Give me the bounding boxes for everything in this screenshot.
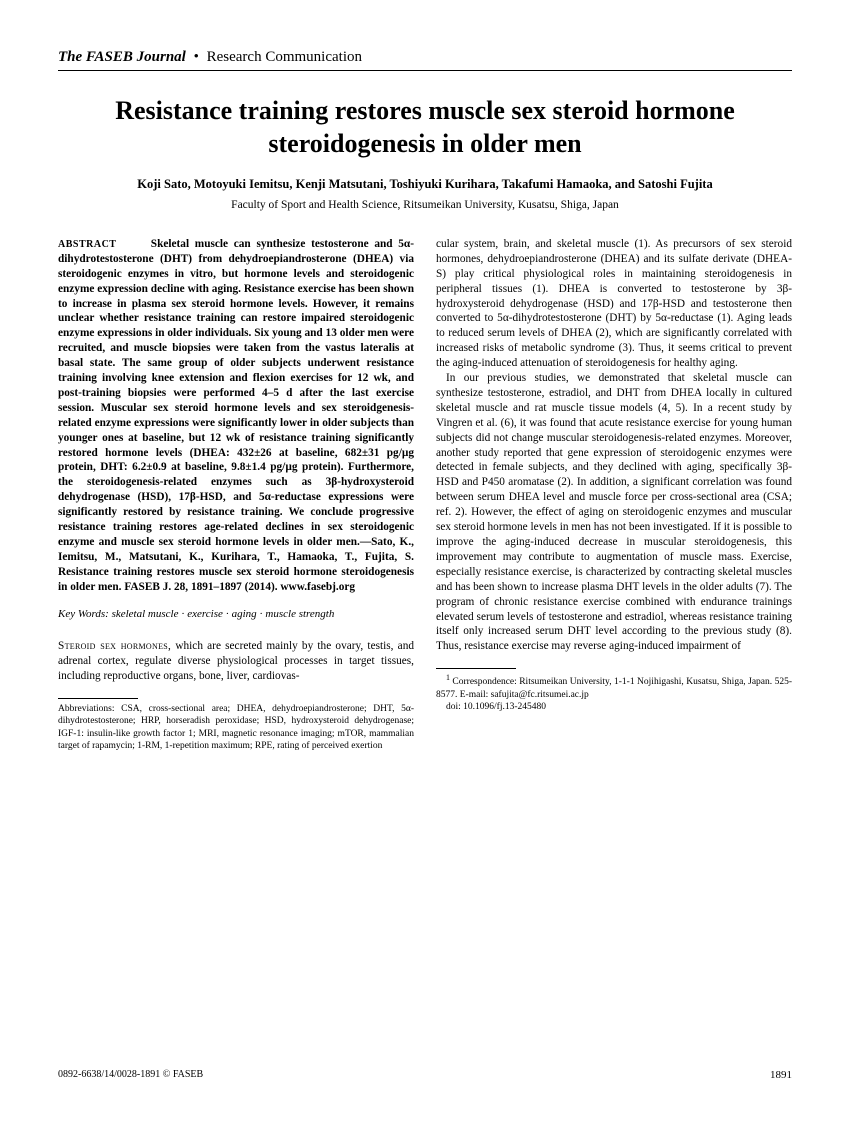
intro-lead: Steroid sex hormones, (58, 640, 171, 652)
abstract: ABSTRACT Skeletal muscle can synthesize … (58, 237, 414, 595)
journal-name: The FASEB Journal (58, 49, 186, 65)
footnote-separator (58, 698, 138, 699)
keyword-3: muscle strength (265, 608, 334, 620)
keywords: Key Words: skeletal muscle·exercise·agin… (58, 607, 414, 622)
col2-p1: cular system, brain, and skeletal muscle… (436, 237, 792, 371)
keyword-1: exercise (187, 608, 223, 620)
header-bar: The FASEB Journal • Research Communicati… (58, 48, 792, 71)
page-number: 1891 (770, 1069, 792, 1081)
body-columns: ABSTRACT Skeletal muscle can synthesize … (58, 237, 792, 752)
doi: doi: 10.1096/fj.13-245480 (436, 701, 792, 713)
footer-left: 0892-6638/14/0028-1891 © FASEB (58, 1069, 203, 1081)
header-section: Research Communication (207, 49, 362, 65)
intro-paragraph: Steroid sex hormones, which are secreted… (58, 639, 414, 684)
abbreviations: Abbreviations: CSA, cross-sectional area… (58, 703, 414, 752)
page-footer: 0892-6638/14/0028-1891 © FASEB 1891 (58, 1069, 792, 1081)
correspondence: 1 Correspondence: Ritsumeikan University… (436, 673, 792, 713)
keyword-2: aging (232, 608, 257, 620)
keyword-0: skeletal muscle (112, 608, 179, 620)
keywords-label: Key Words: (58, 608, 109, 620)
correspondence-block: 1 Correspondence: Ritsumeikan University… (436, 668, 792, 713)
abbrev-block: Abbreviations: CSA, cross-sectional area… (58, 698, 414, 752)
col2-p2: In our previous studies, we demonstrated… (436, 371, 792, 654)
header-separator: • (194, 49, 199, 65)
abstract-body: Skeletal muscle can synthesize testoster… (58, 238, 414, 593)
affiliation: Faculty of Sport and Health Science, Rit… (58, 199, 792, 211)
abstract-label: ABSTRACT (58, 239, 116, 250)
correspondence-text: Correspondence: Ritsumeikan University, … (436, 677, 792, 699)
article-title: Resistance training restores muscle sex … (88, 95, 762, 160)
author-list: Koji Sato, Motoyuki Iemitsu, Kenji Matsu… (118, 176, 732, 193)
correspondence-separator (436, 668, 516, 669)
header-bar-text: The FASEB Journal • Research Communicati… (58, 49, 362, 65)
